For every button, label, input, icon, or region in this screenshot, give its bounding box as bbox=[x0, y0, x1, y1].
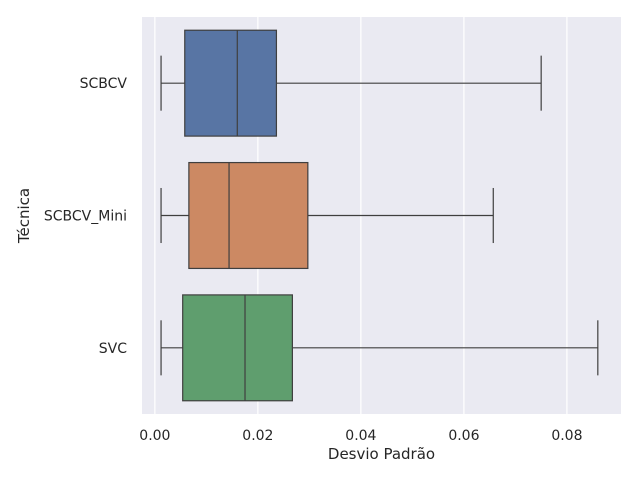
y-tick-label: SVC bbox=[99, 341, 127, 357]
y-axis-label: Técnica bbox=[15, 188, 33, 244]
x-tick-label: 0.00 bbox=[139, 428, 170, 444]
iqr-box bbox=[184, 29, 278, 137]
box-series bbox=[160, 29, 599, 402]
x-tick-labels: 0.00 0.02 0.04 0.06 0.08 bbox=[139, 428, 582, 444]
x-tick-label: 0.06 bbox=[448, 428, 479, 444]
y-tick-label: SCBCV bbox=[80, 76, 128, 92]
x-tick-label: 0.02 bbox=[242, 428, 273, 444]
box-scbcv bbox=[160, 29, 542, 137]
x-tick-label: 0.08 bbox=[551, 428, 582, 444]
x-tick-label: 0.04 bbox=[345, 428, 376, 444]
y-tick-label: SCBCV_Mini bbox=[44, 209, 127, 225]
iqr-box bbox=[182, 294, 293, 402]
x-axis-label: Desvio Padrão bbox=[328, 445, 435, 463]
y-tick-labels: SCBCV SCBCV_Mini SVC bbox=[44, 76, 128, 357]
iqr-box bbox=[188, 161, 309, 270]
box-svc bbox=[160, 294, 599, 402]
box-scbcv-mini bbox=[160, 161, 494, 270]
